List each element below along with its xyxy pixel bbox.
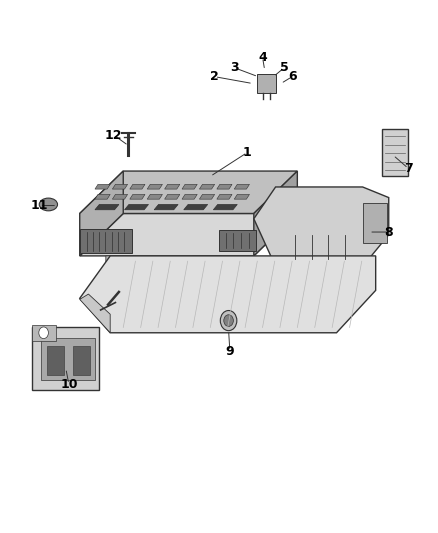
Polygon shape <box>234 195 250 199</box>
Text: 5: 5 <box>280 61 289 74</box>
Polygon shape <box>363 203 387 243</box>
Bar <box>47 346 64 375</box>
Polygon shape <box>154 205 178 210</box>
Polygon shape <box>95 195 110 199</box>
Ellipse shape <box>39 198 57 211</box>
Polygon shape <box>95 184 110 189</box>
Text: 7: 7 <box>404 162 413 175</box>
Polygon shape <box>41 338 95 381</box>
Polygon shape <box>80 171 123 256</box>
Polygon shape <box>80 229 132 253</box>
Text: 12: 12 <box>105 128 123 141</box>
Polygon shape <box>32 325 56 341</box>
Polygon shape <box>219 230 256 251</box>
Polygon shape <box>113 184 127 189</box>
Text: 6: 6 <box>288 70 297 83</box>
Polygon shape <box>80 171 297 214</box>
Polygon shape <box>182 184 197 189</box>
Polygon shape <box>80 214 297 256</box>
Polygon shape <box>217 195 232 199</box>
Polygon shape <box>254 171 297 256</box>
Text: 2: 2 <box>210 70 219 83</box>
Polygon shape <box>130 184 145 189</box>
Polygon shape <box>184 205 208 210</box>
Polygon shape <box>165 184 180 189</box>
Polygon shape <box>165 195 180 199</box>
Text: 8: 8 <box>385 225 393 239</box>
Polygon shape <box>130 195 145 199</box>
Circle shape <box>39 327 48 338</box>
Text: 1: 1 <box>243 146 252 159</box>
Polygon shape <box>95 205 119 210</box>
Polygon shape <box>234 184 250 189</box>
Polygon shape <box>199 195 215 199</box>
Text: 9: 9 <box>226 345 234 358</box>
Text: 11: 11 <box>31 199 49 212</box>
Polygon shape <box>80 294 110 333</box>
Polygon shape <box>199 184 215 189</box>
Polygon shape <box>80 256 376 333</box>
Polygon shape <box>257 74 276 93</box>
Text: 4: 4 <box>258 51 267 63</box>
Polygon shape <box>147 184 162 189</box>
Text: 3: 3 <box>230 61 239 74</box>
Polygon shape <box>32 327 99 390</box>
Polygon shape <box>106 256 134 276</box>
Polygon shape <box>213 205 237 210</box>
Polygon shape <box>182 195 197 199</box>
Polygon shape <box>217 184 232 189</box>
Bar <box>73 346 90 375</box>
Polygon shape <box>254 187 389 266</box>
Polygon shape <box>382 128 408 176</box>
Polygon shape <box>147 195 162 199</box>
Circle shape <box>220 311 237 330</box>
Circle shape <box>224 315 233 326</box>
Polygon shape <box>124 205 148 210</box>
Polygon shape <box>193 256 221 276</box>
Polygon shape <box>113 195 127 199</box>
Text: 10: 10 <box>60 378 78 391</box>
